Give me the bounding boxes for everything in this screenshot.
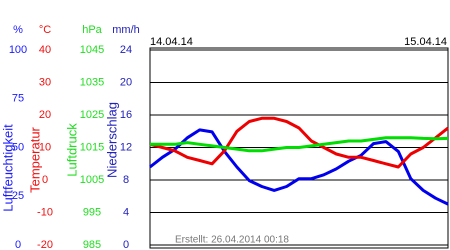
- y-tick-label: 20: [120, 76, 132, 88]
- footer: Erstellt: 26.04.2014 00:18: [175, 235, 289, 246]
- y-tick-label: 985: [83, 239, 101, 250]
- y-tick-label: 25: [12, 190, 24, 202]
- y-tick-label: 0: [123, 239, 129, 250]
- y-tick-label: 12: [120, 141, 132, 153]
- y-tick-label: 24: [120, 44, 132, 56]
- y-tick-label: 1025: [80, 109, 104, 121]
- end-date: 15.04.14: [404, 36, 447, 48]
- y-tick-label: -10: [37, 206, 53, 218]
- y-tick-label: 16: [120, 109, 132, 121]
- y-tick-label: 100: [9, 44, 27, 56]
- y-tick-label: 1035: [80, 76, 104, 88]
- axis-label: Luftfeuchtigkeit: [0, 124, 15, 212]
- y-tick-label: 1045: [80, 44, 104, 56]
- y-tick-label: 0: [42, 174, 48, 186]
- y-tick-label: 1005: [80, 174, 104, 186]
- y-tick-label: 30: [39, 76, 51, 88]
- y-tick-label: 40: [39, 44, 51, 56]
- y-tick-label: 50: [12, 141, 24, 153]
- y-tick-label: 10: [39, 141, 51, 153]
- y-tick-label: 1015: [80, 141, 104, 153]
- axis-label: Niederschlag: [104, 102, 119, 178]
- axis-label: Luftdruck: [64, 123, 79, 177]
- axis-unit: %: [13, 24, 23, 36]
- axis-unit: °C: [39, 24, 51, 36]
- axis-label: Temperatur: [27, 126, 42, 192]
- y-tick-label: 75: [12, 93, 24, 105]
- axis-unit: mm/h: [112, 24, 140, 36]
- data-line: [149, 116, 449, 169]
- start-date: 14.04.14: [150, 36, 193, 48]
- data-line: [149, 128, 449, 206]
- y-tick-label: 0: [15, 239, 21, 250]
- data-line: [150, 136, 449, 153]
- y-tick-label: 4: [123, 206, 129, 218]
- axis-unit: hPa: [82, 24, 102, 36]
- y-tick-label: 995: [83, 206, 101, 218]
- y-tick-label: 8: [123, 174, 129, 186]
- y-tick-label: -20: [37, 239, 53, 250]
- y-tick-label: 20: [39, 109, 51, 121]
